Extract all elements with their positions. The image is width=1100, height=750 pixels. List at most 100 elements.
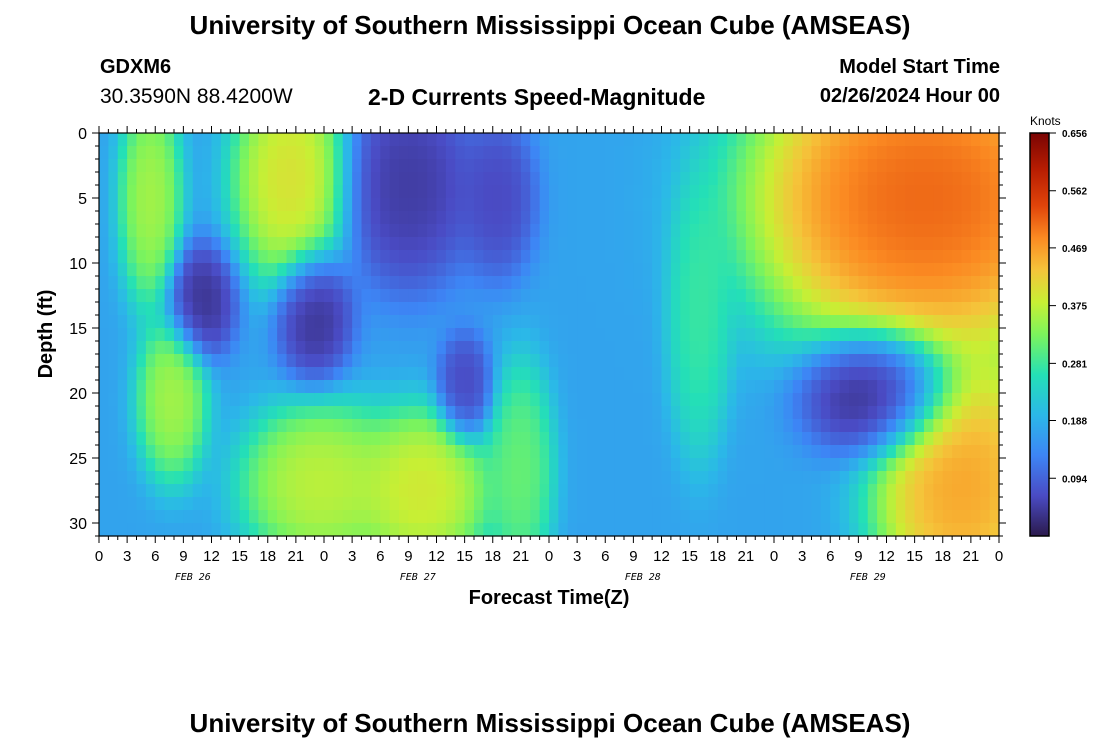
heatmap-cell <box>558 458 569 472</box>
heatmap-cell <box>474 393 484 407</box>
heatmap-cell <box>961 172 972 186</box>
heatmap-cell <box>211 146 222 160</box>
heatmap-cell <box>445 159 456 173</box>
heatmap-cell <box>727 406 738 420</box>
heatmap-cell <box>361 276 372 290</box>
heatmap-cell <box>352 315 363 329</box>
heatmap-cell <box>220 237 231 251</box>
heatmap-cell <box>745 237 756 251</box>
heatmap-cell <box>699 458 709 472</box>
heatmap-cell <box>220 146 231 160</box>
heatmap-cell <box>192 146 203 160</box>
heatmap-cell <box>230 484 241 498</box>
heatmap-cell <box>849 510 859 524</box>
heatmap-cell <box>811 211 822 225</box>
heatmap-cell <box>830 185 841 199</box>
heatmap-cell <box>530 458 541 472</box>
heatmap-cell <box>764 367 775 381</box>
heatmap-cell <box>586 458 597 472</box>
heatmap-cell <box>361 224 372 238</box>
heatmap-cell <box>258 276 269 290</box>
heatmap-cell <box>708 250 719 264</box>
heatmap-cell <box>530 393 541 407</box>
heatmap-cell <box>417 211 428 225</box>
chart-title: 2-D Currents Speed-Magnitude <box>368 84 706 110</box>
heatmap-cell <box>755 406 766 420</box>
heatmap-cell <box>661 276 672 290</box>
heatmap-cell <box>399 146 409 160</box>
heatmap-cell <box>408 328 419 342</box>
heatmap-cell <box>408 302 419 316</box>
heatmap-cell <box>445 263 456 277</box>
heatmap-cell <box>305 445 316 459</box>
heatmap-cell <box>745 497 756 511</box>
heatmap-cell <box>108 237 119 251</box>
heatmap-cell <box>352 289 363 303</box>
heatmap-cell <box>333 471 344 485</box>
heatmap-cell <box>820 471 831 485</box>
heatmap-cell <box>174 354 184 368</box>
heatmap-cell <box>820 263 831 277</box>
heatmap-cell <box>445 328 456 342</box>
heatmap-cell <box>174 289 184 303</box>
heatmap-cell <box>239 419 250 433</box>
heatmap-cell <box>961 445 972 459</box>
heatmap-cell <box>961 328 972 342</box>
heatmap-cell <box>624 341 634 355</box>
heatmap-cell <box>905 419 916 433</box>
heatmap-cell <box>164 198 175 212</box>
heatmap-cell <box>314 159 325 173</box>
heatmap-cell <box>802 367 813 381</box>
heatmap-cell <box>220 523 231 537</box>
heatmap-cell <box>117 393 128 407</box>
heatmap-cell <box>136 276 147 290</box>
heatmap-cell <box>642 276 653 290</box>
heatmap-cell <box>249 484 259 498</box>
heatmap-cell <box>952 393 963 407</box>
heatmap-cell <box>745 133 756 147</box>
heatmap-cell <box>961 393 972 407</box>
heatmap-cell <box>324 497 334 511</box>
heatmap-cell <box>708 133 719 147</box>
heatmap-cell <box>436 484 447 498</box>
heatmap-cell <box>624 497 634 511</box>
heatmap-cell <box>117 341 128 355</box>
heatmap-cell <box>333 328 344 342</box>
heatmap-cell <box>305 302 316 316</box>
heatmap-cell <box>680 419 691 433</box>
heatmap-cell <box>961 185 972 199</box>
heatmap-cell <box>670 211 681 225</box>
heatmap-cell <box>483 185 494 199</box>
heatmap-cell <box>492 393 503 407</box>
heatmap-cell <box>267 289 278 303</box>
heatmap-cell <box>727 471 738 485</box>
heatmap-cell <box>202 471 213 485</box>
heatmap-cell <box>839 393 850 407</box>
heatmap-cell <box>202 289 213 303</box>
heatmap-cell <box>633 432 644 446</box>
heatmap-cell <box>708 393 719 407</box>
heatmap-cell <box>558 406 569 420</box>
heatmap-cell <box>539 211 550 225</box>
heatmap-cell <box>286 185 297 199</box>
heatmap-cell <box>577 484 588 498</box>
heatmap-cell <box>502 198 513 212</box>
heatmap-cell <box>108 354 119 368</box>
heatmap-cell <box>970 406 981 420</box>
heatmap-cell <box>511 354 522 368</box>
heatmap-cell <box>342 328 353 342</box>
heatmap-cell <box>380 302 391 316</box>
heatmap-cell <box>905 471 916 485</box>
heatmap-cell <box>436 276 447 290</box>
heatmap-cell <box>117 380 128 394</box>
heatmap-cell <box>464 328 475 342</box>
heatmap-cell <box>183 510 194 524</box>
heatmap-cell <box>370 302 381 316</box>
heatmap-cell <box>642 380 653 394</box>
heatmap-cell <box>605 341 616 355</box>
heatmap-cell <box>99 263 109 277</box>
heatmap-cell <box>811 146 822 160</box>
heatmap-cell <box>239 237 250 251</box>
heatmap-cell <box>342 250 353 264</box>
heatmap-cell <box>586 471 597 485</box>
